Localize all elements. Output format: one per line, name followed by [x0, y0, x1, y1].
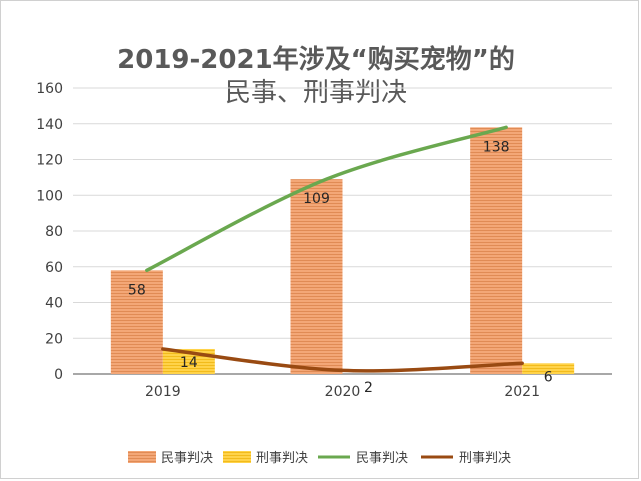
legend-swatch	[223, 451, 251, 463]
y-tick-label: 40	[45, 296, 63, 312]
data-label: 109	[303, 191, 330, 207]
data-labels: 58 109 138 14 2 6	[128, 139, 553, 396]
y-tick-label: 80	[45, 224, 63, 240]
series-line	[145, 125, 508, 273]
legend-label: 民事判决	[356, 451, 408, 466]
y-tick-label: 100	[36, 188, 63, 204]
x-tick-label: 2020	[325, 384, 361, 400]
y-tick-label: 120	[36, 153, 63, 169]
line-series	[145, 125, 524, 373]
legend-label: 刑事判决	[256, 451, 308, 466]
legend: 民事判决 刑事判决 民事判决 刑事判决	[128, 451, 511, 466]
y-tick-label: 60	[45, 260, 63, 276]
legend-swatch	[128, 451, 156, 463]
data-label: 14	[180, 355, 198, 371]
y-tick-label: 140	[36, 117, 63, 133]
bar	[522, 363, 575, 374]
data-label: 2	[364, 380, 373, 396]
data-label: 138	[483, 139, 510, 155]
series-line	[161, 347, 524, 373]
legend-label: 民事判决	[161, 451, 213, 466]
y-tick-label: 160	[36, 81, 63, 97]
legend-label: 刑事判决	[459, 451, 511, 466]
bars	[110, 127, 575, 374]
y-axis-ticks: 0 20 40 60 80 100 120 140 160	[36, 81, 63, 383]
bar	[290, 179, 343, 374]
bar	[110, 270, 163, 374]
bar	[470, 127, 523, 374]
chart-title-line-2: 民事、刑事判决	[225, 78, 407, 108]
x-tick-label: 2021	[504, 384, 540, 400]
x-tick-label: 2019	[145, 384, 181, 400]
y-tick-label: 20	[45, 331, 63, 347]
chart-title-line-1: 2019-2021年涉及“购买宠物”的	[117, 44, 515, 75]
data-label: 6	[544, 369, 553, 385]
y-tick-label: 0	[54, 367, 63, 383]
x-axis-ticks: 2019 2020 2021	[145, 384, 540, 400]
data-label: 58	[128, 282, 146, 298]
